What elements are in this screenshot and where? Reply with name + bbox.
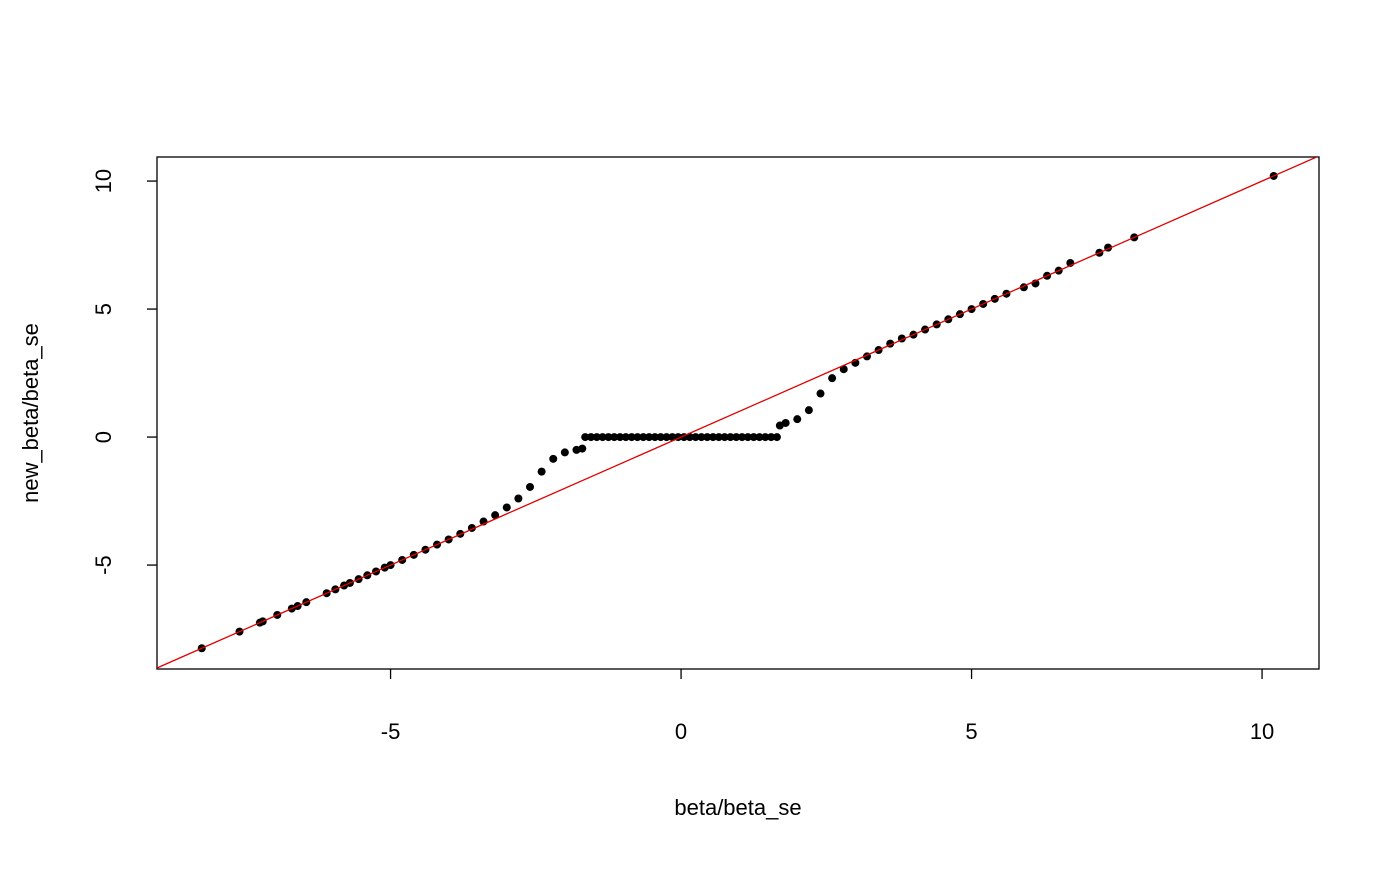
point bbox=[587, 433, 596, 442]
point bbox=[720, 433, 729, 442]
point bbox=[685, 433, 694, 442]
point bbox=[581, 433, 590, 442]
point bbox=[714, 433, 723, 442]
point bbox=[772, 433, 781, 442]
y-axis-label: new_beta/beta_se bbox=[18, 323, 43, 503]
point bbox=[502, 503, 511, 512]
point bbox=[828, 374, 837, 383]
x-tick-label: 10 bbox=[1250, 719, 1274, 744]
point bbox=[627, 433, 636, 442]
reference-line bbox=[157, 157, 1319, 669]
point bbox=[549, 454, 558, 463]
point bbox=[491, 511, 500, 520]
point bbox=[732, 433, 741, 442]
x-axis-label: beta/beta_se bbox=[674, 795, 801, 820]
point bbox=[578, 444, 587, 453]
y-tick-label: 5 bbox=[91, 303, 116, 315]
point bbox=[691, 433, 700, 442]
point bbox=[793, 415, 802, 424]
point bbox=[537, 467, 546, 476]
point bbox=[616, 433, 625, 442]
point bbox=[839, 365, 848, 374]
y-tick-label: 0 bbox=[91, 431, 116, 443]
point bbox=[610, 433, 619, 442]
point bbox=[781, 418, 790, 427]
x-tick-label: 0 bbox=[675, 719, 687, 744]
x-tick-label: -5 bbox=[381, 719, 401, 744]
point bbox=[749, 433, 758, 442]
point bbox=[767, 433, 776, 442]
point bbox=[668, 433, 677, 442]
point bbox=[645, 433, 654, 442]
point bbox=[639, 433, 648, 442]
point bbox=[816, 389, 825, 398]
point bbox=[703, 433, 712, 442]
point bbox=[621, 433, 630, 442]
y-tick-label: 10 bbox=[91, 169, 116, 193]
point bbox=[804, 406, 813, 415]
point bbox=[662, 433, 671, 442]
point bbox=[560, 448, 569, 457]
point bbox=[755, 433, 764, 442]
point bbox=[761, 433, 770, 442]
point bbox=[604, 433, 613, 442]
point bbox=[514, 494, 523, 503]
x-tick-label: 5 bbox=[965, 719, 977, 744]
y-tick-label: -5 bbox=[91, 555, 116, 575]
point bbox=[650, 433, 659, 442]
point bbox=[738, 433, 747, 442]
point bbox=[592, 433, 601, 442]
point bbox=[656, 433, 665, 442]
point bbox=[709, 433, 718, 442]
point bbox=[726, 433, 735, 442]
point bbox=[633, 433, 642, 442]
plot-box bbox=[156, 156, 1320, 670]
point bbox=[743, 433, 752, 442]
point bbox=[697, 433, 706, 442]
point bbox=[598, 433, 607, 442]
point bbox=[526, 482, 535, 491]
